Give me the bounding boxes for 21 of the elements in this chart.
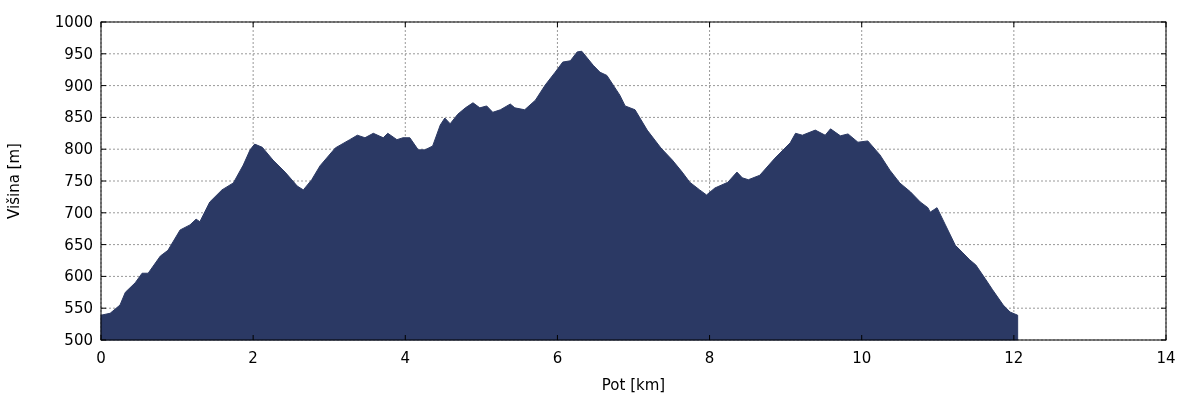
x-tick-label: 6: [552, 349, 563, 367]
x-tick-label: 10: [852, 349, 872, 367]
x-tick-label: 0: [96, 349, 106, 367]
x-tick-label: 8: [704, 349, 715, 367]
x-tick-label: 2: [248, 349, 258, 367]
y-tick-label: 900: [64, 76, 93, 95]
y-tick-label: 950: [64, 44, 93, 63]
y-tick-label: 500: [64, 331, 93, 349]
y-axis-title: Višina [m]: [5, 143, 23, 219]
y-tick-label: 1000: [54, 13, 93, 31]
y-tick-label: 750: [64, 172, 93, 190]
y-tick-label: 700: [64, 203, 93, 222]
y-tick-label: 650: [64, 235, 93, 254]
y-tick-label: 800: [64, 140, 93, 159]
x-tick-label: 14: [1156, 349, 1176, 367]
x-axis-title: Pot [km]: [601, 376, 666, 394]
y-tick-label: 850: [64, 108, 93, 127]
y-tick-label: 600: [64, 267, 93, 286]
x-tick-label: 4: [400, 349, 411, 367]
x-tick-label: 12: [1004, 349, 1024, 367]
y-tick-label: 550: [64, 299, 93, 318]
